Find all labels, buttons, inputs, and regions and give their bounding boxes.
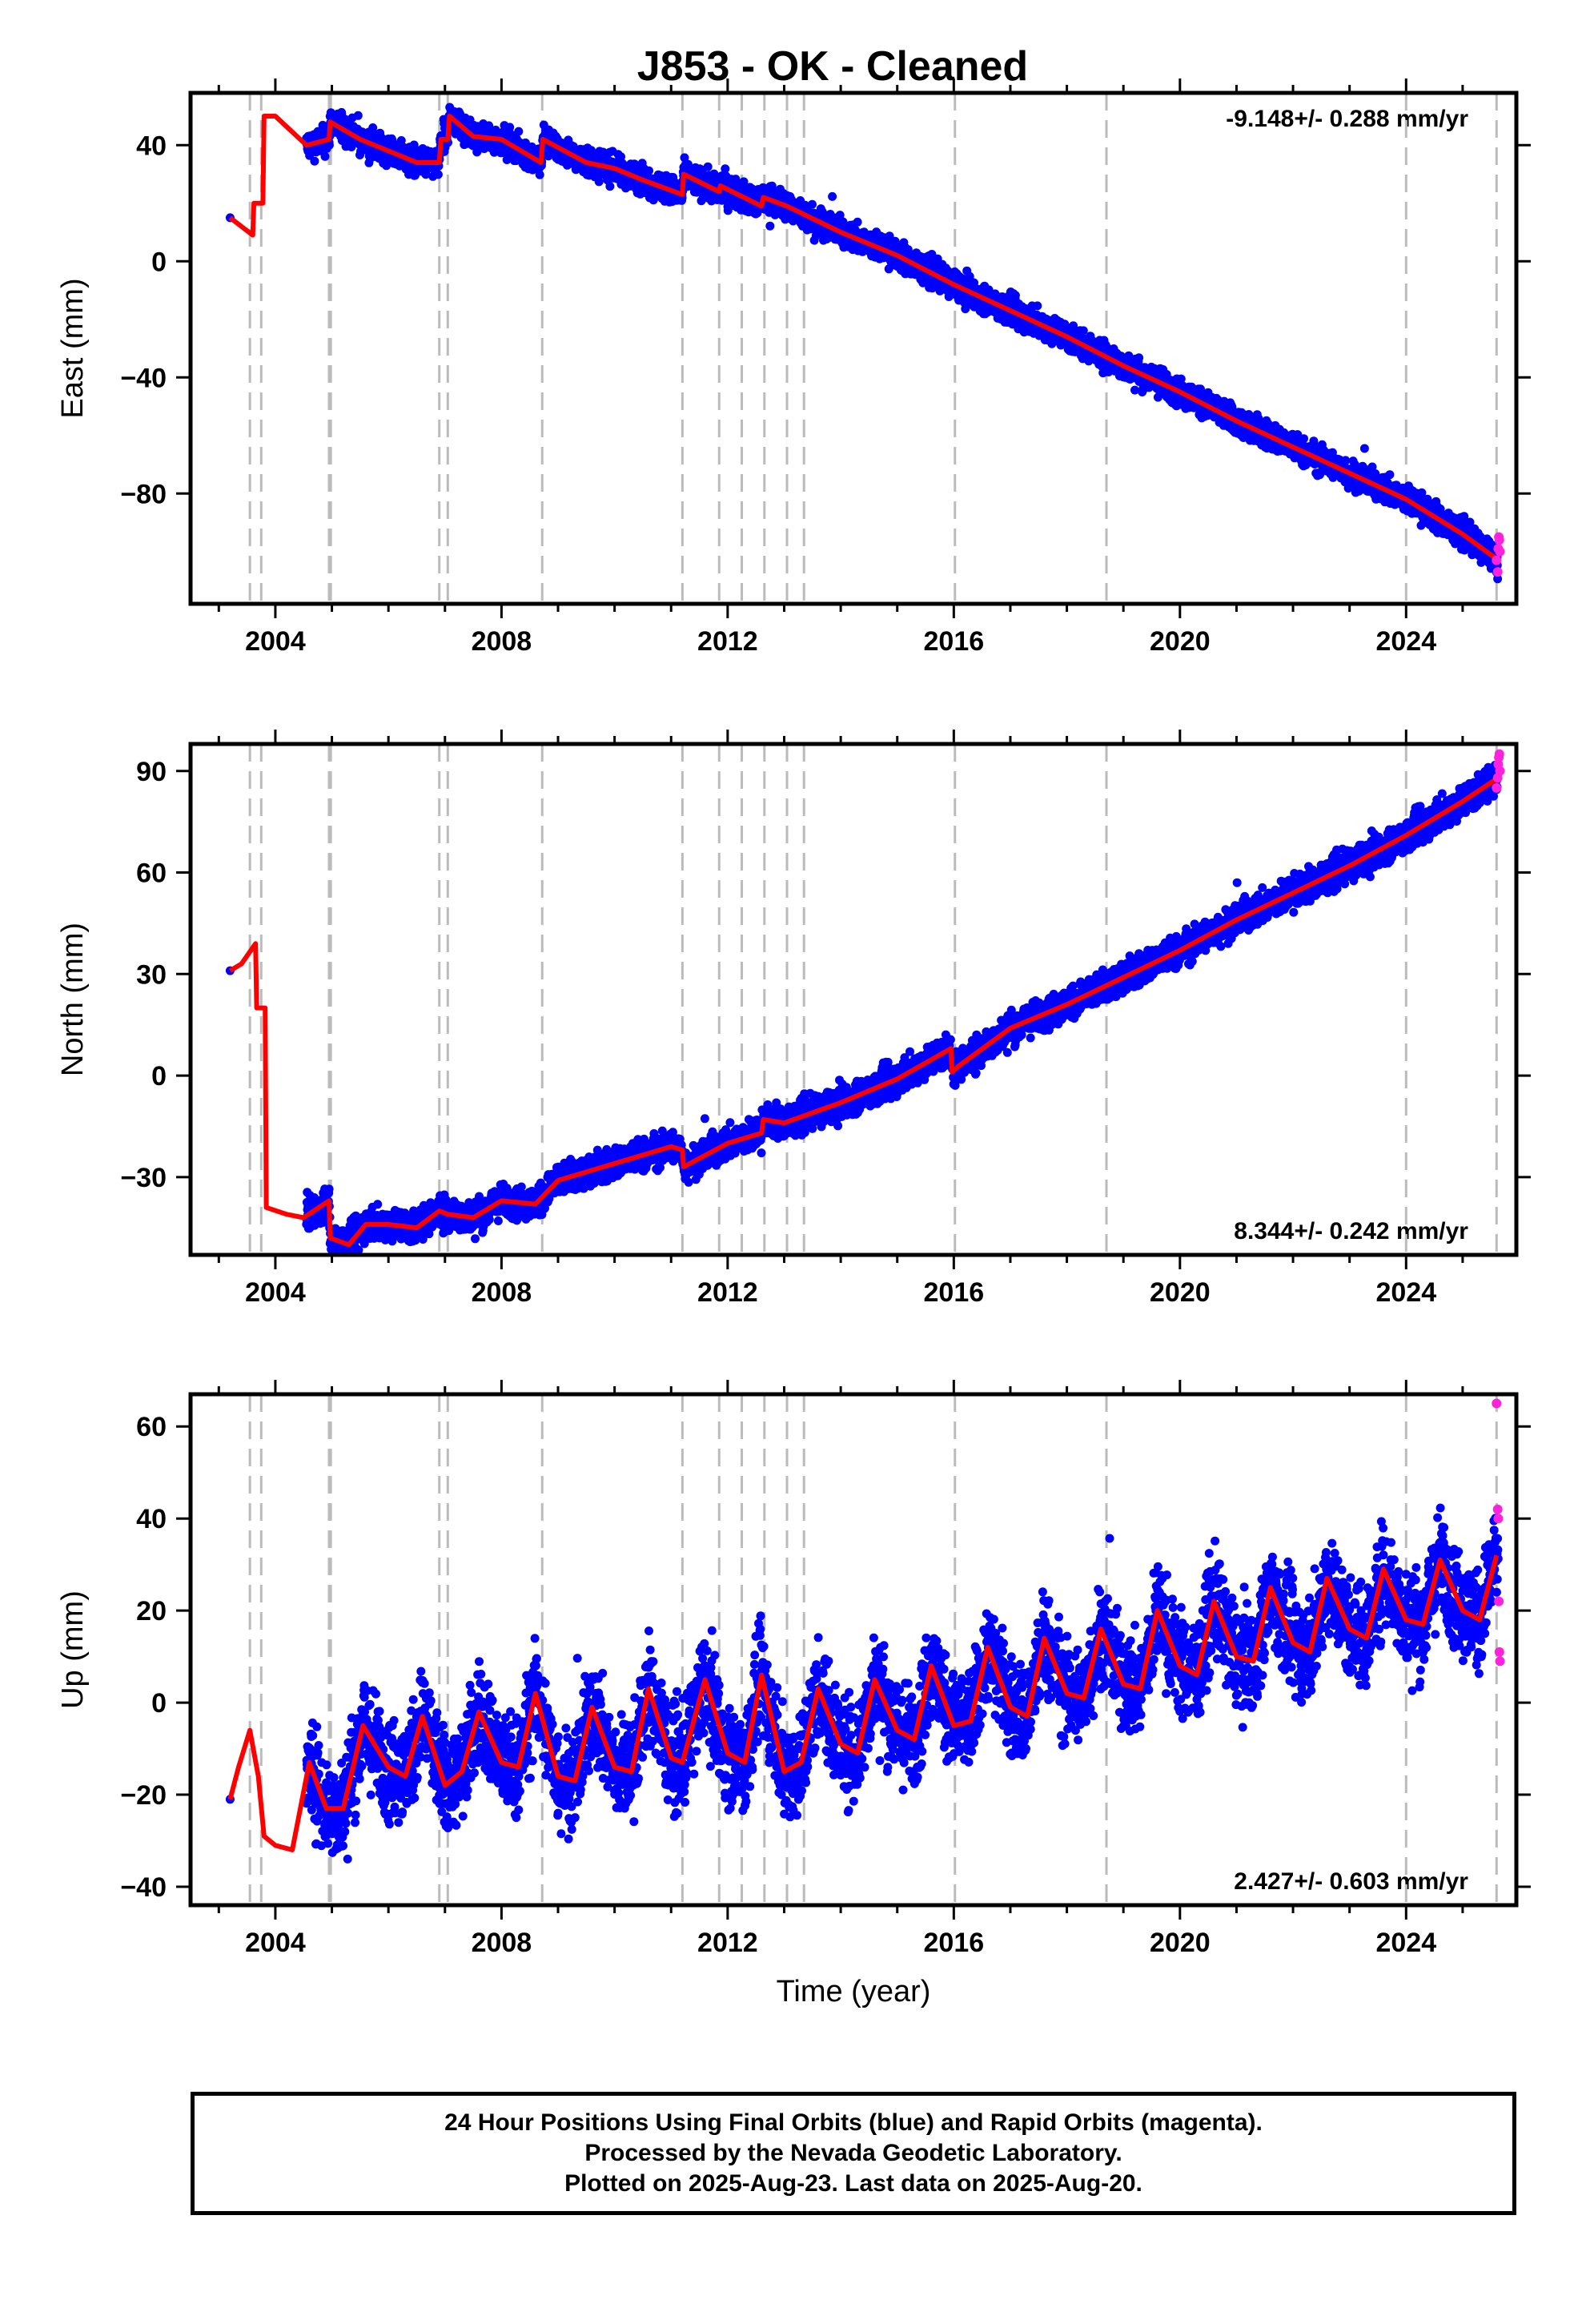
data-point — [594, 177, 604, 187]
data-point — [680, 153, 689, 163]
x-tick-label: 2024 — [1375, 626, 1436, 657]
data-point — [1385, 470, 1395, 480]
data-point — [1465, 517, 1475, 527]
final-orbit-points — [225, 761, 1503, 1255]
rapid-orbit-point — [1492, 567, 1503, 577]
east-rate-label: -9.148+/- 0.288 mm/yr — [1226, 106, 1468, 132]
data-point — [1130, 385, 1139, 395]
data-point — [514, 127, 524, 136]
plot-area — [225, 93, 1505, 604]
data-point — [505, 123, 515, 132]
data-point — [835, 211, 845, 220]
data-point — [353, 111, 363, 120]
data-point — [1359, 444, 1369, 453]
final-orbit-points — [225, 103, 1503, 584]
rapid-orbit-point — [1492, 555, 1502, 565]
data-point — [1367, 462, 1377, 472]
data-point — [1069, 321, 1078, 331]
north-ylabel: North (mm) — [56, 923, 90, 1076]
plot-area — [225, 744, 1505, 1255]
data-point — [765, 221, 775, 231]
y-tick-label: 40 — [136, 131, 167, 161]
data-point — [310, 156, 319, 166]
data-point — [1078, 326, 1088, 336]
x-tick-label: 2020 — [1150, 626, 1211, 657]
data-point — [644, 166, 653, 175]
data-point — [683, 159, 693, 169]
data-point — [885, 231, 894, 241]
data-point — [368, 123, 378, 132]
data-point — [324, 1184, 334, 1194]
rapid-orbit-point — [1495, 546, 1505, 557]
data-point — [853, 217, 862, 227]
data-point — [808, 199, 817, 209]
data-point — [721, 164, 730, 174]
data-point — [535, 170, 544, 179]
data-point — [1134, 353, 1144, 363]
data-point — [605, 182, 615, 191]
data-point — [433, 170, 443, 179]
plot-frame — [188, 90, 1519, 606]
data-point — [598, 147, 608, 157]
chart-title: J853 - OK - Cleaned — [637, 43, 1028, 90]
data-point — [324, 140, 334, 150]
rapid-orbit-point — [1494, 535, 1504, 545]
x-tick-label: 2004 — [245, 626, 306, 657]
y-tick-label: −40 — [120, 363, 167, 393]
data-point — [703, 162, 713, 171]
x-tick-label: 2012 — [697, 626, 758, 657]
north-panel: 8.344+/- 0.242 mm/yr North (mm) 2004 2008… — [56, 730, 1531, 1308]
east-panel: -9.148+/- 0.288 mm/yr East (mm) 2004 2008… — [56, 78, 1531, 657]
data-point — [320, 151, 330, 161]
data-point — [1460, 512, 1469, 521]
x-tick-label: 2008 — [472, 626, 532, 657]
east-ylabel: East (mm) — [56, 278, 90, 418]
data-point — [1033, 301, 1042, 311]
north-rate-label: 8.344+/- 0.242 mm/yr — [1234, 1218, 1468, 1244]
y-tick-label: −80 — [120, 479, 167, 509]
data-point — [1341, 456, 1351, 465]
data-point — [396, 136, 406, 145]
data-point — [1417, 488, 1427, 497]
data-point — [387, 135, 397, 145]
data-point — [828, 191, 837, 201]
x-tick-label: 2016 — [924, 626, 985, 657]
model-line — [228, 114, 1500, 563]
y-tick-label: 0 — [151, 247, 167, 277]
data-point — [1010, 291, 1020, 300]
data-point — [1493, 574, 1503, 584]
data-point — [1196, 384, 1205, 394]
data-point — [1176, 374, 1186, 384]
data-point — [1343, 484, 1353, 493]
data-point — [1299, 434, 1308, 444]
